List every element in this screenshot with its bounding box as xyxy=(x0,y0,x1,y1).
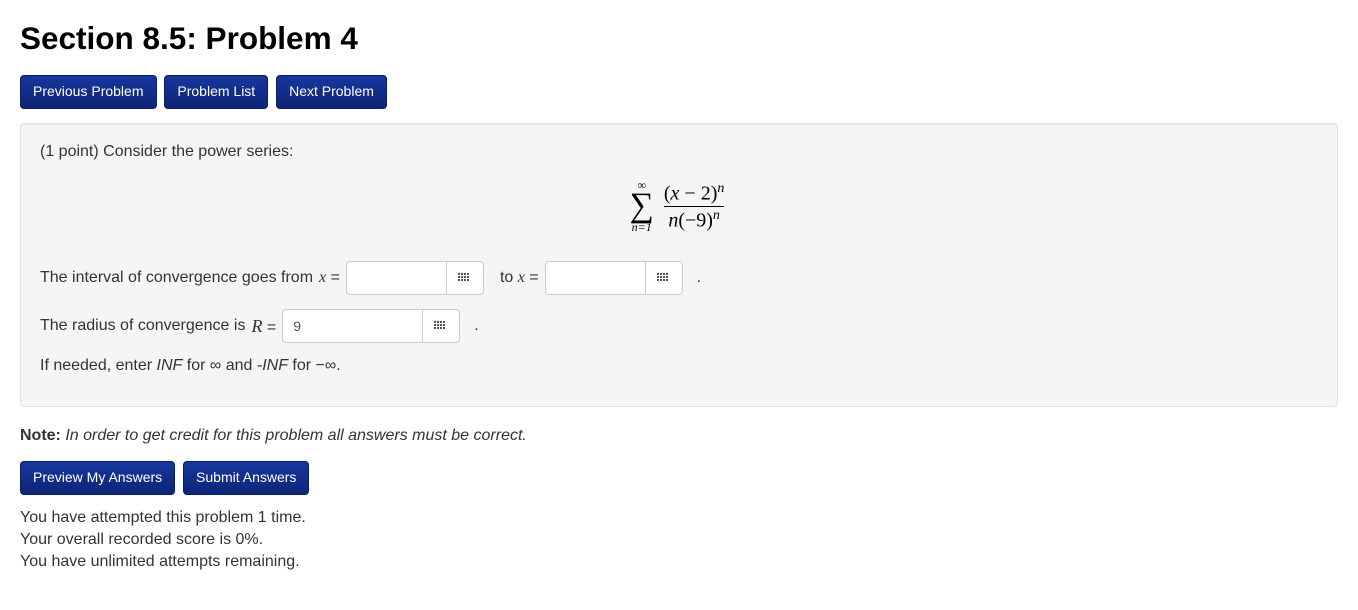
nav-button-row: Previous Problem Problem List Next Probl… xyxy=(20,75,1338,109)
problem-intro: (1 point) Consider the power series: xyxy=(40,143,1318,161)
note-text: In order to get credit for this problem … xyxy=(61,427,527,444)
keypad-button-to[interactable] xyxy=(645,261,683,295)
previous-problem-button[interactable]: Previous Problem xyxy=(20,75,157,109)
fraction: (x − 2)n n(−9)n xyxy=(660,182,729,230)
radius-input[interactable] xyxy=(282,309,422,343)
page-title: Section 8.5: Problem 4 xyxy=(20,20,1338,57)
denominator: n(−9)n xyxy=(664,206,724,231)
numerator: (x − 2)n xyxy=(660,182,729,206)
preview-answers-button[interactable]: Preview My Answers xyxy=(20,461,175,495)
interval-to-group xyxy=(545,261,683,295)
keypad-button-radius[interactable] xyxy=(422,309,460,343)
action-button-row: Preview My Answers Submit Answers xyxy=(20,461,1338,495)
interval-to-input[interactable] xyxy=(545,261,645,295)
note-line: Note: In order to get credit for this pr… xyxy=(20,427,1338,445)
inf-hint: If needed, enter INF for ∞ and -INF for … xyxy=(40,357,1318,375)
interval-to-label: to xyxy=(500,269,518,286)
attempts-text: You have attempted this problem 1 time. xyxy=(20,509,1338,527)
radius-label: The radius of convergence is xyxy=(40,317,245,335)
problem-body: (1 point) Consider the power series: ∞ ∑… xyxy=(20,123,1338,408)
power-series-formula: ∞ ∑ n=1 (x − 2)n n(−9)n xyxy=(40,179,1318,234)
sum-lower-limit: n=1 xyxy=(632,221,652,233)
remaining-text: You have unlimited attempts remaining. xyxy=(20,553,1338,571)
status-block: You have attempted this problem 1 time. … xyxy=(20,509,1338,571)
period: . xyxy=(474,317,478,335)
note-label: Note: xyxy=(20,427,61,444)
r-var: R xyxy=(251,316,262,336)
keypad-icon xyxy=(434,321,448,331)
period: . xyxy=(697,269,701,287)
keypad-icon xyxy=(458,273,472,283)
submit-answers-button[interactable]: Submit Answers xyxy=(183,461,309,495)
interval-from-input[interactable] xyxy=(346,261,446,295)
keypad-icon xyxy=(657,273,671,283)
interval-from-group xyxy=(346,261,484,295)
problem-list-button[interactable]: Problem List xyxy=(164,75,268,109)
sigma-operator: ∞ ∑ n=1 xyxy=(630,179,654,234)
radius-line: The radius of convergence is R = . xyxy=(40,309,1318,343)
keypad-button-from[interactable] xyxy=(446,261,484,295)
next-problem-button[interactable]: Next Problem xyxy=(276,75,387,109)
interval-line: The interval of convergence goes from x … xyxy=(40,261,1318,295)
interval-label-a: The interval of convergence goes from xyxy=(40,269,313,287)
radius-group xyxy=(282,309,460,343)
sigma-symbol: ∑ xyxy=(630,191,654,222)
x-var-2: x xyxy=(518,269,525,286)
score-text: Your overall recorded score is 0%. xyxy=(20,531,1338,549)
